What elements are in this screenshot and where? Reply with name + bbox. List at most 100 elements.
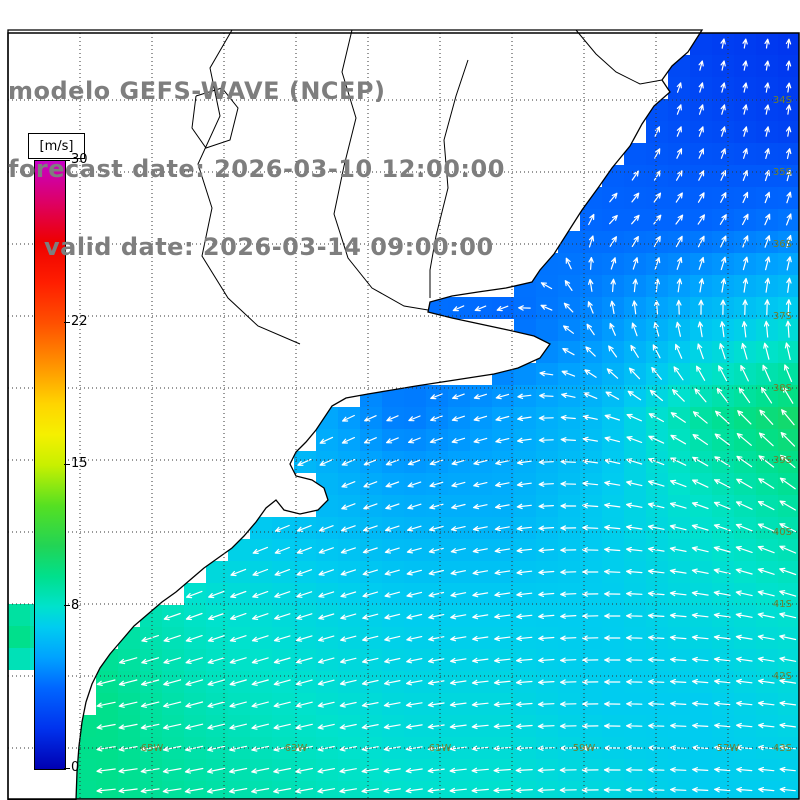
wind-arrows-layer	[96, 38, 797, 794]
wind-arrow	[383, 724, 401, 730]
wind-arrow	[251, 788, 270, 794]
wind-arrow	[715, 410, 730, 425]
wind-arrow	[428, 614, 445, 620]
wind-arrow	[692, 411, 708, 424]
border-line	[197, 29, 301, 345]
wind-arrow	[341, 437, 355, 444]
wind-arrow	[206, 788, 226, 794]
wind-arrow	[581, 787, 599, 793]
wind-arrow	[764, 126, 770, 137]
wind-arrow	[317, 679, 335, 686]
wind-arrow	[340, 635, 357, 642]
wind-arrow	[737, 410, 752, 425]
wind-arrow	[676, 299, 682, 315]
wind-arrow	[296, 635, 313, 642]
wind-arrow	[764, 60, 770, 71]
wind-arrow	[385, 459, 399, 466]
wind-arrow	[670, 745, 687, 751]
wind-arrow	[516, 613, 533, 620]
wind-arrow	[757, 700, 775, 707]
wind-arrow	[742, 299, 748, 316]
wind-arrow	[603, 767, 621, 773]
wind-arrow	[163, 612, 181, 621]
ocean-cell	[624, 143, 646, 165]
wind-arrow	[763, 320, 770, 338]
wind-arrow	[714, 456, 731, 467]
wind-arrow	[473, 415, 488, 422]
wind-arrow	[758, 432, 774, 447]
border-line	[191, 87, 239, 149]
wind-arrow	[785, 82, 792, 93]
wind-arrow	[736, 767, 753, 773]
wind-arrow	[163, 701, 182, 708]
wind-arrow	[273, 723, 291, 730]
wind-arrow	[252, 613, 269, 620]
wind-arrow	[517, 393, 532, 399]
wind-arrow	[472, 548, 488, 554]
wind-arrow	[714, 723, 731, 729]
wind-arrow	[584, 369, 597, 378]
wind-arrow	[609, 300, 616, 315]
wind-arrow	[582, 414, 598, 420]
wind-arrow	[626, 701, 643, 707]
wind-arrow	[428, 569, 444, 576]
wind-arrow	[362, 569, 378, 576]
wind-arrow	[251, 723, 269, 730]
wind-arrow	[563, 302, 574, 313]
wind-arrow	[362, 613, 379, 620]
wind-arrow	[692, 701, 709, 707]
wind-arrow	[675, 214, 684, 225]
wind-arrow	[451, 415, 465, 422]
wind-arrow	[720, 256, 727, 271]
wind-arrow	[385, 503, 400, 510]
wind-arrow	[764, 235, 771, 248]
wind-arrow	[742, 82, 748, 93]
wind-arrow	[779, 766, 796, 773]
wind-arrow	[779, 656, 797, 662]
wind-arrow	[295, 657, 313, 664]
wind-arrow	[692, 679, 709, 685]
wind-arrow	[604, 569, 621, 575]
wind-arrow	[296, 569, 313, 576]
wind-arrow	[691, 501, 709, 510]
wind-arrow	[632, 278, 638, 293]
wind-arrow	[384, 657, 401, 664]
wind-arrow	[560, 459, 576, 465]
wind-arrow	[720, 148, 726, 159]
wind-arrow	[451, 503, 466, 510]
wind-arrow	[626, 480, 643, 487]
wind-arrow	[296, 591, 313, 598]
wind-arrow	[341, 525, 356, 532]
wind-arrow	[735, 656, 753, 663]
wind-arrow	[361, 724, 379, 730]
wind-arrow	[780, 432, 796, 447]
wind-arrow	[784, 342, 791, 360]
wind-arrow	[625, 787, 643, 793]
wind-arrow	[697, 343, 704, 360]
wind-arrow	[610, 257, 617, 270]
wind-arrow	[560, 415, 576, 421]
wind-arrow	[609, 322, 616, 336]
wind-arrow	[273, 788, 292, 794]
wind-arrow	[494, 569, 511, 576]
wind-arrow	[742, 126, 748, 137]
wind-arrow	[763, 342, 770, 360]
wind-arrow	[779, 567, 797, 576]
wind-arrow	[118, 701, 138, 708]
longitude-label: 61W	[429, 743, 452, 754]
wind-arrow	[317, 701, 335, 708]
wind-arrow	[670, 767, 687, 773]
wind-arrow	[652, 344, 661, 359]
wind-arrow	[720, 38, 726, 49]
wind-arrow	[515, 701, 533, 707]
wind-arrow	[563, 325, 574, 334]
wind-arrow	[786, 277, 792, 293]
land-coastline	[7, 29, 704, 800]
wind-arrow	[140, 745, 160, 752]
wind-arrow	[163, 635, 181, 643]
wind-arrow	[339, 701, 357, 708]
wind-arrow	[736, 787, 753, 793]
wind-arrow	[631, 214, 640, 225]
wind-arrow	[141, 657, 160, 665]
wind-arrow	[582, 569, 599, 575]
